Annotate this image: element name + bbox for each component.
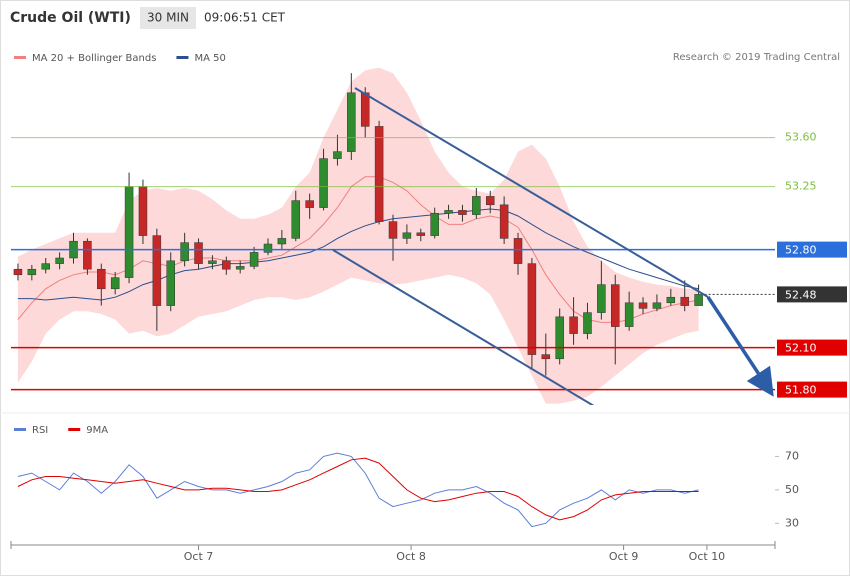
legend-label: RSI bbox=[32, 425, 48, 436]
candle-body bbox=[430, 212, 439, 236]
candle-body bbox=[597, 284, 606, 313]
candle-body bbox=[305, 200, 314, 208]
level-label: 52.10 bbox=[785, 342, 817, 355]
candle-body bbox=[333, 151, 342, 159]
candle-body bbox=[472, 196, 481, 215]
candle-body bbox=[388, 221, 398, 239]
candle-body bbox=[55, 257, 64, 264]
candle-body bbox=[235, 266, 245, 270]
y-tick-label: 70 bbox=[785, 449, 799, 462]
level-label-box bbox=[777, 241, 847, 258]
candle-body bbox=[13, 268, 23, 276]
candle-body bbox=[527, 263, 537, 355]
trend-line bbox=[332, 249, 595, 405]
candle-body bbox=[208, 260, 217, 264]
time: 09:06:51 CET bbox=[204, 11, 286, 25]
candle-body bbox=[555, 316, 564, 360]
bollinger-band bbox=[17, 67, 699, 404]
candle-body bbox=[513, 238, 523, 264]
level-label-box bbox=[777, 381, 847, 398]
x-tick-label: Oct 8 bbox=[396, 550, 426, 563]
candle-body bbox=[360, 92, 370, 127]
candle-body bbox=[27, 268, 37, 276]
legend-swatch bbox=[14, 428, 26, 431]
candle-body bbox=[402, 232, 412, 239]
legend-label: MA 20 + Bollinger Bands bbox=[32, 53, 156, 64]
trend-line bbox=[354, 87, 709, 298]
title: Crude Oil (WTI) bbox=[10, 10, 131, 26]
candle-body bbox=[166, 260, 175, 306]
candle-body bbox=[694, 294, 703, 306]
candle-body bbox=[638, 302, 648, 309]
candle-body bbox=[319, 158, 328, 208]
level-label: 51.80 bbox=[785, 384, 817, 397]
candle-body bbox=[277, 238, 287, 245]
legend-swatch bbox=[14, 56, 26, 59]
level-label: 52.80 bbox=[785, 244, 817, 257]
candle-body bbox=[291, 200, 301, 239]
candle-body bbox=[97, 268, 106, 290]
candle-body bbox=[569, 316, 578, 334]
candle-body bbox=[680, 296, 689, 306]
candle-body bbox=[458, 210, 467, 215]
credit: Research © 2019 Trading Central bbox=[673, 52, 840, 63]
forecast-arrow bbox=[706, 296, 774, 397]
interval: 30 MIN bbox=[147, 11, 189, 25]
candle-body bbox=[83, 240, 92, 270]
x-tick-label: Oct 10 bbox=[689, 550, 726, 563]
candle-body bbox=[652, 302, 662, 309]
level-label-box bbox=[777, 286, 847, 303]
candle-body bbox=[499, 204, 509, 239]
level-label: 53.25 bbox=[785, 180, 817, 193]
candle-body bbox=[180, 242, 189, 262]
legend-label: 9MA bbox=[86, 425, 108, 436]
candle-body bbox=[222, 260, 231, 270]
candle-body bbox=[541, 354, 551, 360]
candle-body bbox=[374, 126, 384, 222]
candle-body bbox=[110, 277, 120, 290]
candle-body bbox=[263, 243, 273, 253]
candle-body bbox=[41, 263, 50, 270]
interval-box bbox=[140, 7, 196, 29]
price-plot bbox=[13, 67, 703, 404]
candle-body bbox=[152, 235, 162, 306]
candle-body bbox=[485, 196, 495, 206]
y-tick-label: 30 bbox=[785, 516, 799, 529]
candle-body bbox=[194, 242, 203, 264]
candle-body bbox=[124, 186, 134, 278]
candle-body bbox=[347, 92, 356, 152]
rsi-line bbox=[17, 457, 699, 521]
x-tick-label: Oct 9 bbox=[609, 550, 639, 563]
ma-line bbox=[17, 208, 699, 301]
legend-swatch bbox=[68, 428, 81, 431]
level-label-box bbox=[777, 339, 847, 356]
rsi-line bbox=[17, 452, 699, 528]
candle-body bbox=[624, 302, 634, 327]
legend-swatch bbox=[176, 56, 189, 59]
x-tick-label: Oct 7 bbox=[184, 550, 214, 563]
candle-body bbox=[249, 252, 259, 267]
candle-body bbox=[583, 312, 592, 334]
candle-body bbox=[444, 210, 453, 214]
level-label: 52.48 bbox=[785, 288, 817, 301]
candle-body bbox=[611, 284, 620, 327]
legend-label: MA 50 bbox=[194, 53, 225, 64]
candle-body bbox=[138, 186, 148, 236]
candle-body bbox=[416, 232, 426, 236]
candle-body bbox=[666, 296, 676, 304]
level-label: 53.60 bbox=[785, 131, 817, 144]
y-tick-label: 50 bbox=[785, 483, 799, 496]
